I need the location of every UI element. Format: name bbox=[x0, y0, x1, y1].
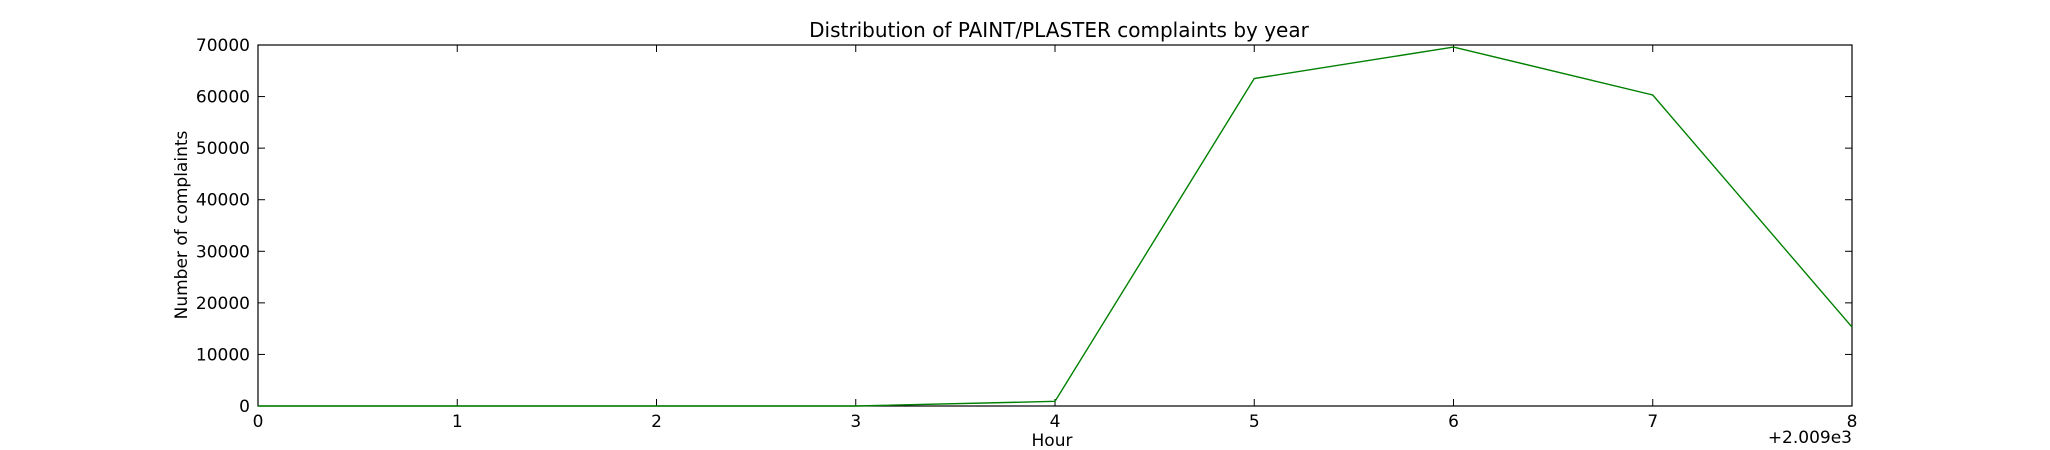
x-tick-label: 3 bbox=[850, 412, 861, 432]
x-axis-offset-label: +2.009e3 bbox=[1768, 428, 1852, 448]
x-tick-label: 5 bbox=[1249, 412, 1260, 432]
y-tick-label: 0 bbox=[239, 397, 250, 417]
y-tick-label: 60000 bbox=[196, 88, 250, 108]
x-tick-label: 7 bbox=[1647, 412, 1658, 432]
x-tick-label: 4 bbox=[1050, 412, 1061, 432]
y-tick-label: 10000 bbox=[196, 345, 250, 365]
x-axis: 0 1 2 3 4 5 6 7 8 bbox=[253, 45, 1858, 432]
y-tick-label: 70000 bbox=[196, 36, 250, 56]
x-tick-label: 8 bbox=[1847, 412, 1858, 432]
plot-area bbox=[257, 44, 1853, 407]
x-tick-label: 1 bbox=[452, 412, 463, 432]
x-tick-label: 2 bbox=[651, 412, 662, 432]
y-tick-label: 40000 bbox=[196, 191, 250, 211]
series-line bbox=[258, 46, 1853, 407]
series-group bbox=[257, 46, 1853, 407]
y-axis: 0 10000 20000 30000 40000 50000 60000 70000 bbox=[196, 36, 1852, 417]
y-axis-label: Number of complaints bbox=[172, 130, 192, 319]
y-tick-label: 50000 bbox=[196, 139, 250, 159]
plot-frame bbox=[257, 44, 1853, 407]
chart-title: Distribution of PAINT/PLASTER complaints… bbox=[809, 18, 1309, 42]
x-tick-label: 6 bbox=[1448, 412, 1459, 432]
x-axis-label: Hour bbox=[1032, 431, 1073, 450]
y-tick-label: 30000 bbox=[196, 242, 250, 262]
x-tick-label: 0 bbox=[253, 412, 264, 432]
y-tick-label: 20000 bbox=[196, 294, 250, 314]
